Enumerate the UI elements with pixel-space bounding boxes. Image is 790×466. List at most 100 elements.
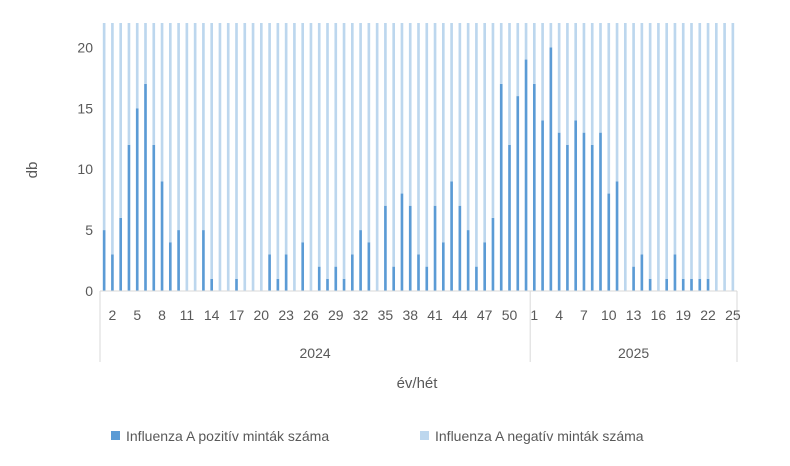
bar-positive — [135, 108, 139, 292]
bar-negative — [202, 23, 205, 231]
bar-negative — [102, 23, 106, 231]
x-tick-label: 26 — [303, 307, 319, 323]
bar-negative — [615, 23, 619, 182]
bar-negative — [384, 23, 387, 206]
bar-positive — [541, 120, 544, 291]
bar-positive — [491, 217, 495, 291]
bar-positive — [483, 242, 487, 291]
bar-positive — [301, 242, 305, 291]
bar-positive — [127, 144, 131, 291]
y-axis-title: db — [24, 162, 41, 179]
bar-negative — [723, 23, 726, 291]
bar-negative — [284, 23, 288, 255]
bar-positive — [566, 144, 569, 291]
bar-negative — [475, 23, 478, 267]
bar-positive — [317, 266, 321, 291]
bar-negative — [392, 23, 396, 267]
bar-positive — [408, 205, 412, 291]
bar-negative — [367, 23, 371, 243]
bar-positive — [268, 254, 271, 291]
bar-positive — [475, 266, 478, 291]
x-tick-label: 2 — [109, 307, 117, 323]
bar-positive — [508, 144, 511, 291]
bar-positive — [342, 278, 346, 291]
x-group-label: 2025 — [618, 345, 649, 361]
bar-negative — [218, 23, 222, 291]
bar-negative — [714, 23, 718, 291]
bar-positive — [524, 59, 528, 291]
bar-positive — [144, 83, 147, 291]
bar-negative — [400, 23, 404, 194]
bar-negative — [690, 23, 693, 279]
bar-positive — [532, 83, 536, 291]
bar-negative — [417, 23, 420, 255]
bar-positive — [648, 278, 652, 291]
bar-negative — [582, 23, 586, 133]
bar-positive — [384, 205, 387, 291]
bar-negative — [111, 23, 114, 255]
x-tick-label: 11 — [180, 307, 195, 323]
x-tick-label: 8 — [158, 307, 166, 323]
x-tick-label: 50 — [502, 307, 518, 323]
bar-positive — [284, 254, 288, 291]
bar-negative — [152, 23, 156, 145]
bar-negative — [185, 23, 189, 291]
x-tick-label: 38 — [402, 307, 418, 323]
bar-negative — [160, 23, 164, 182]
x-tick-label: 47 — [477, 307, 493, 323]
bar-negative — [119, 23, 123, 218]
bar-positive — [640, 254, 644, 291]
bar-negative — [293, 23, 296, 291]
bar-negative — [408, 23, 412, 206]
x-tick-label: 25 — [725, 307, 741, 323]
bar-negative — [210, 23, 214, 279]
bar-negative — [326, 23, 329, 279]
bar-positive — [607, 193, 611, 291]
bar-positive — [210, 278, 214, 291]
bar-negative — [359, 23, 362, 231]
bar-negative — [342, 23, 346, 279]
bar-negative — [698, 23, 702, 279]
bar-positive — [690, 278, 693, 291]
bar-negative — [599, 23, 602, 133]
bar-negative — [665, 23, 669, 279]
bar-negative — [706, 23, 710, 279]
bar-negative — [251, 23, 255, 291]
bar-positive — [590, 144, 594, 291]
legend-label-negative: Influenza A negatív minták száma — [435, 428, 644, 444]
bar-negative — [623, 23, 627, 291]
bar-positive — [433, 205, 437, 291]
bar-negative — [243, 23, 247, 291]
bar-positive — [392, 266, 396, 291]
y-tick-label: 0 — [85, 283, 93, 299]
bar-negative — [317, 23, 321, 267]
x-tick-label: 16 — [651, 307, 667, 323]
bar-positive — [400, 193, 404, 291]
bar-negative — [177, 23, 180, 231]
bar-positive — [681, 278, 685, 291]
bar-positive — [119, 217, 123, 291]
bar-positive — [177, 230, 180, 291]
bar-negative — [499, 23, 503, 84]
bar-positive — [615, 181, 619, 291]
bar-positive — [574, 120, 578, 291]
bar-negative — [466, 23, 470, 231]
bar-positive — [235, 278, 238, 291]
bar-positive — [698, 278, 702, 291]
bar-negative — [566, 23, 569, 145]
bar-negative — [226, 23, 230, 291]
bar-negative — [731, 23, 735, 291]
axes-layer — [99, 290, 738, 362]
x-tick-label: 13 — [626, 307, 642, 323]
bar-negative — [673, 23, 677, 255]
bars-layer — [102, 23, 735, 292]
bar-positive — [458, 205, 462, 291]
x-tick-label: 17 — [229, 307, 245, 323]
bar-positive — [599, 132, 602, 291]
bar-negative — [458, 23, 462, 206]
bar-positive — [276, 278, 280, 291]
bar-positive — [673, 254, 677, 291]
bar-negative — [681, 23, 685, 279]
bar-negative — [632, 23, 635, 267]
